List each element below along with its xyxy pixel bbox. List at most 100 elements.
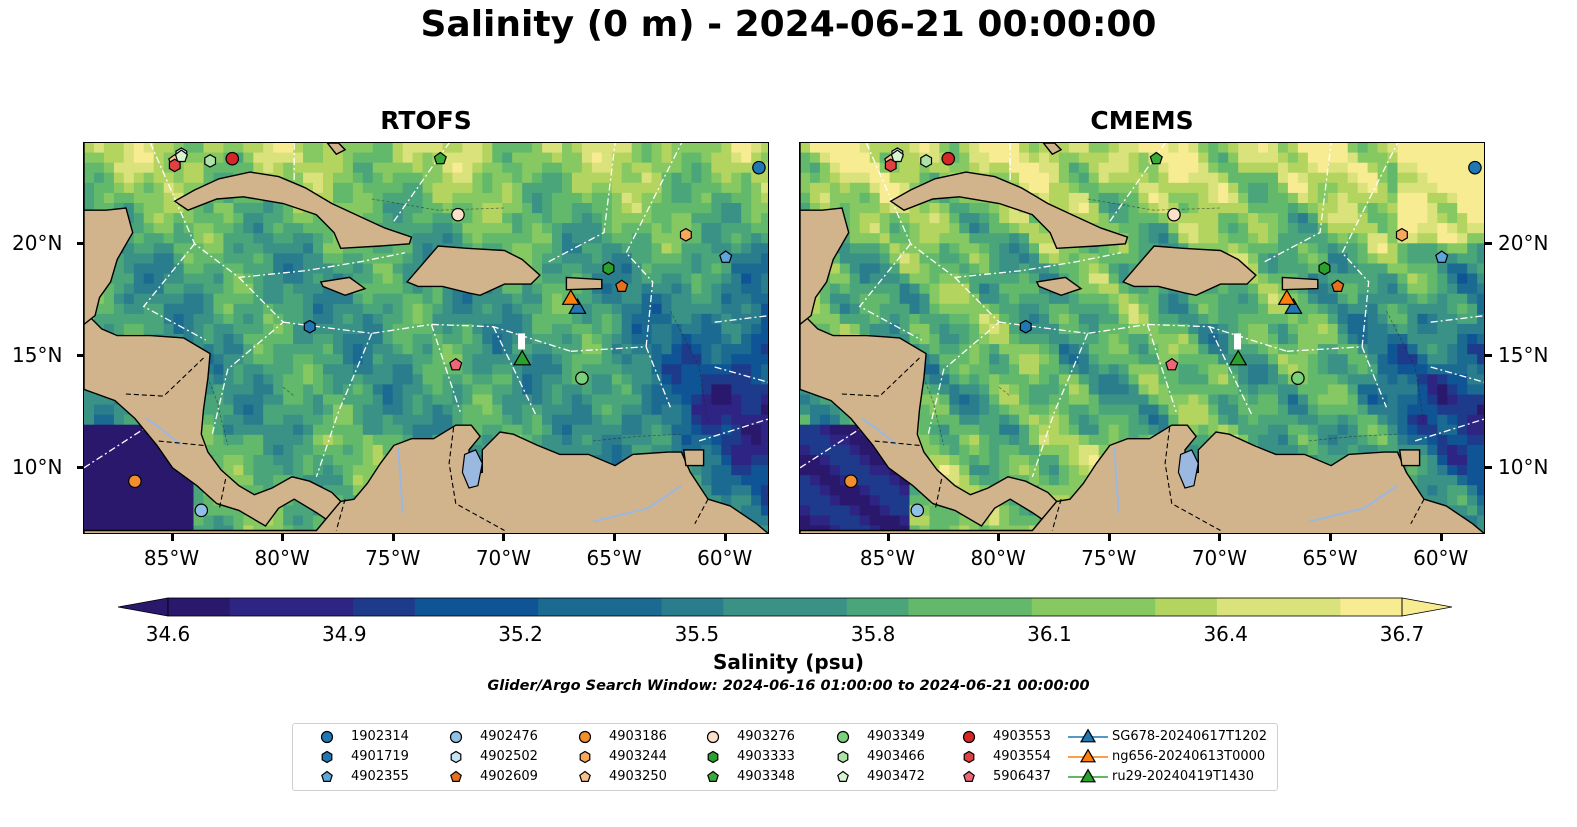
lake-maracaibo xyxy=(1177,449,1199,489)
argo-marker-4903186 xyxy=(844,474,858,489)
legend-marker-icon xyxy=(837,770,849,782)
legend-item-label: 4903250 xyxy=(609,769,667,784)
colorbar-tick-label: 36.1 xyxy=(1027,622,1072,646)
colorbar-bin xyxy=(414,598,477,616)
lon-tick-label: 65°W xyxy=(1302,546,1358,570)
argo-marker-4903276 xyxy=(451,207,465,222)
argo-marker-4902355 xyxy=(1435,250,1449,263)
lon-tick-mark xyxy=(1107,534,1111,541)
colorbar-label: Salinity (psu) xyxy=(712,650,864,674)
argo-marker-4903466 xyxy=(920,154,933,168)
map-panel-rtofs[interactable] xyxy=(83,142,769,534)
colorbar-bin xyxy=(1278,598,1341,616)
colorbar-bin xyxy=(1340,598,1403,616)
legend-marker-icon xyxy=(962,730,976,744)
colorbar-bin xyxy=(353,598,416,616)
legend-argo-symbol xyxy=(836,730,850,744)
lon-tick-label: 85°W xyxy=(859,546,916,570)
map-panel-cmems[interactable] xyxy=(799,142,1485,534)
lon-tick-mark xyxy=(723,534,727,541)
legend-item-label: 4901719 xyxy=(351,749,409,764)
lat-tick-label-left: 15°N xyxy=(12,342,63,367)
argo-marker-4902476 xyxy=(194,503,209,518)
argo-marker-4903333 xyxy=(602,261,615,276)
legend-argo-symbol xyxy=(706,730,720,744)
lon-tick-mark xyxy=(1439,534,1443,541)
legend-item-label: 5906437 xyxy=(993,769,1051,784)
argo-marker-4901719 xyxy=(303,319,316,334)
argo-marker-4903244 xyxy=(679,227,692,242)
lat-tick-mark xyxy=(1485,241,1492,245)
glider-marker-ng656-20240613T0000 xyxy=(561,289,581,305)
legend-argo-symbol xyxy=(450,770,462,782)
legend-argo-symbol xyxy=(449,730,463,744)
lat-tick-label-right: 20°N xyxy=(1498,230,1549,255)
legend-item-label: 4902355 xyxy=(351,769,409,784)
colorbar-bin xyxy=(1093,598,1156,616)
colorbar-extend-high xyxy=(1401,597,1452,617)
lat-tick-mark xyxy=(1485,353,1492,357)
glider-marker-SG678-20240617T1202 xyxy=(1284,297,1303,314)
legend-marker-icon xyxy=(707,770,719,782)
glider-track xyxy=(1234,333,1242,350)
map-canvas-rtofs xyxy=(84,143,768,533)
argo-marker-5906437 xyxy=(1165,357,1179,371)
lat-tick-label-left: 10°N xyxy=(12,454,63,479)
legend-item-label: 4903466 xyxy=(867,749,925,764)
legend-item-label: 4903333 xyxy=(737,749,795,764)
colorbar-tick-label: 34.9 xyxy=(322,622,367,646)
lat-tick-label-left: 20°N xyxy=(12,230,63,255)
legend-marker-icon xyxy=(450,770,462,782)
argo-marker-4903553 xyxy=(941,151,956,166)
land-yucatan xyxy=(800,143,850,326)
lat-tick-mark xyxy=(1485,465,1492,469)
colorbar-bin xyxy=(1155,598,1218,616)
legend-marker-icon xyxy=(707,750,719,764)
colorbar-extend-low xyxy=(118,597,169,617)
land-hispaniola xyxy=(405,245,541,297)
eez-boundaries xyxy=(84,143,768,478)
argo-marker-4903276 xyxy=(1167,207,1181,222)
argo-marker-4902355 xyxy=(719,250,733,263)
legend-marker-icon xyxy=(321,770,333,782)
colorbar-bin xyxy=(723,598,786,616)
glider-marker-ru29-20240419T1430 xyxy=(1228,349,1248,366)
lon-tick-label: 60°W xyxy=(697,546,753,570)
land-jamaica xyxy=(1035,276,1083,297)
land-bahamas1 xyxy=(326,143,347,156)
legend-item-label: 4903244 xyxy=(609,749,667,764)
legend-marker-icon xyxy=(1068,768,1108,783)
colorbar-tick-label: 35.5 xyxy=(674,622,720,646)
land-yucatan xyxy=(84,143,134,326)
legend-marker-icon xyxy=(450,750,462,764)
legend-item-label: 4903554 xyxy=(993,749,1051,764)
legend-item-label: ru29-20240419T1430 xyxy=(1112,769,1255,784)
legend-argo-symbol xyxy=(321,770,333,782)
legend-argo-symbol xyxy=(450,750,462,764)
legend-argo-symbol xyxy=(321,750,333,764)
lake-maracaibo xyxy=(461,449,483,489)
legend-item-label: 4903186 xyxy=(609,729,667,744)
glider-marker-ng656-20240613T0000 xyxy=(1277,289,1297,305)
argo-marker-4903554 xyxy=(884,158,897,173)
argo-marker-4902476 xyxy=(910,503,925,518)
land-cuba xyxy=(173,171,413,250)
legend-item-label: 4902502 xyxy=(480,749,538,764)
colorbar-tick-label: 34.6 xyxy=(145,622,191,646)
colorbar-bin xyxy=(970,598,1033,616)
legend-marker-icon xyxy=(837,750,849,764)
land-puertoRico xyxy=(1281,276,1319,291)
colorbar-bin xyxy=(229,598,292,616)
argo-marker-4903349 xyxy=(1291,371,1305,385)
legend-glider-symbol xyxy=(1079,728,1097,743)
argo-marker-4903348 xyxy=(1149,151,1163,165)
bathymetry-contours xyxy=(194,198,709,446)
colorbar-bin xyxy=(476,598,539,616)
argo-marker-4902609 xyxy=(615,279,629,292)
lon-tick-label: 60°W xyxy=(1413,546,1469,570)
argo-marker-1902314 xyxy=(752,160,766,175)
rivers xyxy=(145,417,683,523)
lat-tick-mark xyxy=(77,353,84,357)
colorbar-bin xyxy=(599,598,663,616)
legend-marker-icon xyxy=(578,730,592,744)
